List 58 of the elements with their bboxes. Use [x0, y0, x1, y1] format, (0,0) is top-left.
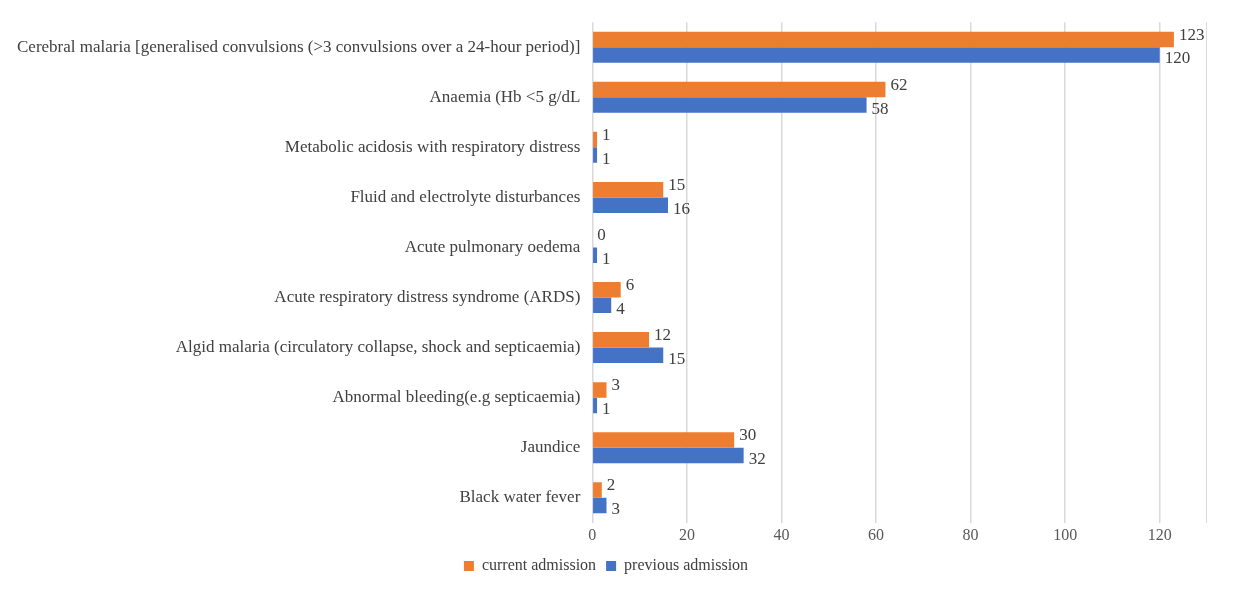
bar — [593, 31, 1174, 48]
bar — [593, 397, 598, 414]
legend-label: previous admission — [624, 556, 749, 575]
data-label: 12 — [654, 325, 672, 345]
y-tick-label: Acute pulmonary oedema — [404, 236, 581, 256]
y-tick-label: Acute respiratory distress syndrome (ARDS) — [274, 287, 581, 306]
x-tick-label: 0 — [588, 525, 597, 543]
x-tick-label: 40 — [773, 525, 790, 543]
data-label: 16 — [672, 198, 690, 218]
data-label: 58 — [871, 98, 889, 118]
y-tick-label: Jaundice — [520, 437, 581, 457]
data-label: 2 — [606, 475, 616, 495]
bar — [593, 47, 1160, 63]
bar — [593, 432, 735, 448]
bar — [593, 482, 602, 498]
bar — [593, 97, 867, 113]
data-label: 30 — [739, 425, 757, 445]
data-label: 62 — [890, 75, 908, 94]
bar — [593, 81, 886, 98]
y-tick-label: Metabolic acidosis with respiratory distress — [284, 136, 581, 156]
data-label: 4 — [616, 298, 626, 318]
bar — [593, 197, 668, 213]
data-label: 15 — [668, 348, 686, 368]
data-label: 123 — [1178, 24, 1205, 44]
bar — [593, 497, 607, 514]
data-label: 1 — [602, 248, 611, 268]
x-tick-label: 20 — [678, 525, 695, 543]
data-label: 1 — [602, 148, 611, 168]
data-label: 32 — [748, 448, 766, 468]
data-label: 3 — [611, 499, 621, 518]
y-tick-label: Algid malaria (circulatory collapse, shock and septicaemia) — [175, 337, 581, 357]
bar — [593, 382, 607, 398]
y-tick-label: Fluid and electrolyte disturbances — [350, 186, 581, 206]
bar — [593, 332, 650, 348]
data-label: 1 — [602, 398, 611, 418]
data-label: 120 — [1164, 48, 1191, 68]
bar — [593, 247, 598, 263]
bar — [593, 181, 664, 198]
y-tick-label: Black water fever — [459, 487, 581, 507]
x-tick-label: 60 — [868, 525, 885, 543]
x-tick-label: 120 — [1147, 525, 1172, 543]
bar — [593, 147, 598, 163]
data-label: 0 — [597, 225, 606, 245]
legend-label: current admission — [481, 556, 597, 574]
y-tick-label: Cerebral malaria [generalised convulsions (>3 convulsions over a 24-hour period)] — [17, 36, 581, 56]
bar — [593, 131, 598, 148]
y-tick-label: Abnormal bleeding(e.g septicaemia) — [332, 387, 581, 407]
data-label: 3 — [611, 375, 621, 395]
x-tick-label: 100 — [1053, 525, 1078, 543]
bar — [593, 282, 621, 298]
y-tick-label: Anaemia (Hb <5 g/dL — [429, 86, 581, 106]
bar — [593, 447, 744, 464]
data-label: 15 — [668, 175, 686, 195]
data-label: 6 — [625, 275, 635, 295]
bar — [593, 297, 612, 314]
data-label: 1 — [602, 125, 611, 145]
x-tick-label: 80 — [962, 525, 979, 543]
bar — [593, 347, 664, 364]
